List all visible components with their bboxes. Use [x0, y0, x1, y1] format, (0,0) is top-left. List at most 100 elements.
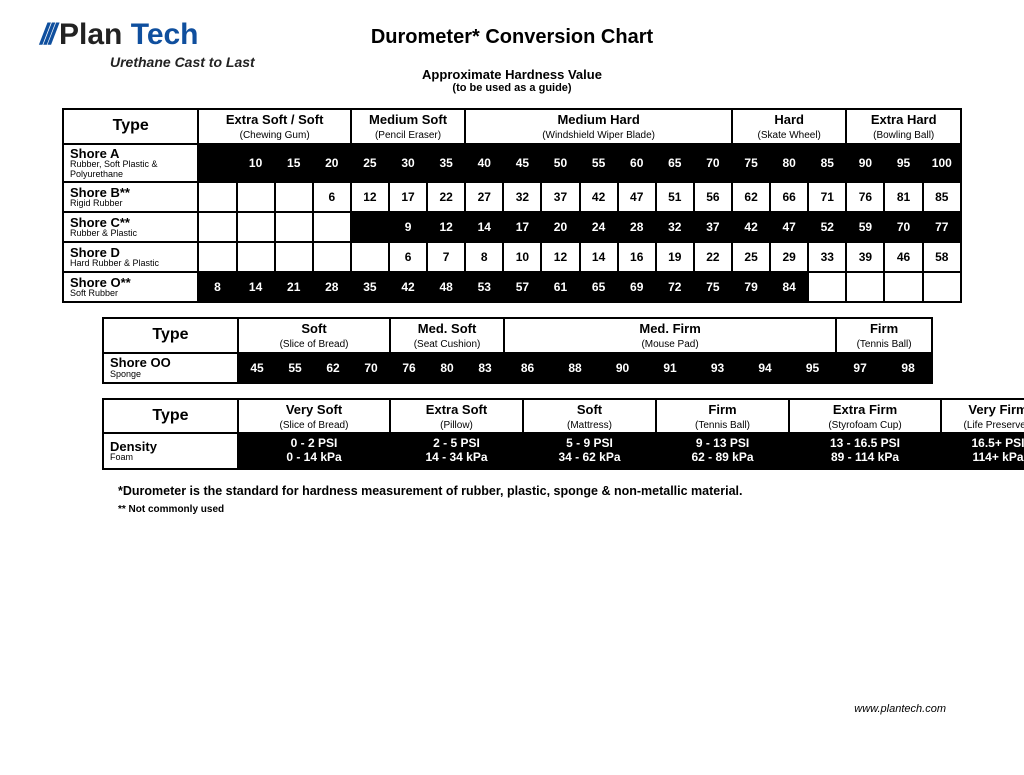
data-cell: 45: [238, 353, 276, 383]
data-cell: 50: [541, 144, 579, 183]
data-cell: 8: [198, 272, 236, 302]
category-header: Extra Firm(Styrofoam Cup): [789, 399, 941, 434]
data-cell: 75: [732, 144, 770, 183]
data-cell: [313, 242, 351, 272]
data-cell: 80: [770, 144, 808, 183]
data-cell: 100: [923, 144, 961, 183]
data-cell: 70: [884, 212, 922, 242]
data-cell: 86: [504, 353, 551, 383]
row-header: Shore ARubber, Soft Plastic & Polyuretha…: [63, 144, 198, 183]
data-cell: 69: [618, 272, 656, 302]
data-cell: 20: [541, 212, 579, 242]
data-cell: [351, 212, 389, 242]
data-cell: 10: [503, 242, 541, 272]
data-cell: 75: [694, 272, 732, 302]
data-cell: 42: [389, 272, 427, 302]
data-cell: 0 - 2 PSI0 - 14 kPa: [238, 433, 390, 469]
data-cell: 47: [618, 182, 656, 212]
data-cell: 2 - 5 PSI14 - 34 kPa: [390, 433, 523, 469]
data-cell: 90: [846, 144, 884, 183]
data-cell: 14: [465, 212, 503, 242]
data-cell: 10: [237, 144, 275, 183]
data-cell: 42: [732, 212, 770, 242]
category-header: Very Firm(Life Preserver): [941, 399, 1024, 434]
data-cell: 37: [541, 182, 579, 212]
category-header: Medium Soft(Pencil Eraser): [351, 109, 465, 144]
data-cell: 5 - 9 PSI34 - 62 kPa: [523, 433, 656, 469]
data-cell: 85: [923, 182, 961, 212]
category-header: Firm(Tennis Ball): [656, 399, 789, 434]
data-cell: 83: [466, 353, 504, 383]
data-cell: 6: [389, 242, 427, 272]
data-cell: [846, 272, 884, 302]
data-cell: [275, 242, 313, 272]
data-cell: 8: [465, 242, 503, 272]
row-header: Shore O**Soft Rubber: [63, 272, 198, 302]
data-cell: 95: [789, 353, 836, 383]
data-cell: 80: [428, 353, 466, 383]
data-cell: [198, 144, 236, 183]
data-cell: 29: [770, 242, 808, 272]
footnote-durometer: *Durometer is the standard for hardness …: [118, 484, 984, 498]
data-cell: 76: [846, 182, 884, 212]
data-cell: 55: [580, 144, 618, 183]
conversion-table-density: TypeVery Soft(Slice of Bread)Extra Soft(…: [102, 398, 1024, 470]
row-header: Shore B**Rigid Rubber: [63, 182, 198, 212]
tagline: Urethane Cast to Last: [110, 54, 255, 70]
data-cell: 65: [656, 144, 694, 183]
data-cell: 28: [313, 272, 351, 302]
category-header: Extra Hard(Bowling Ball): [846, 109, 961, 144]
data-cell: 72: [656, 272, 694, 302]
data-cell: 98: [884, 353, 932, 383]
data-cell: 81: [884, 182, 922, 212]
data-cell: 94: [741, 353, 789, 383]
data-cell: 70: [352, 353, 390, 383]
category-header: Soft(Slice of Bread): [238, 318, 390, 353]
data-cell: 25: [732, 242, 770, 272]
data-cell: 9 - 13 PSI62 - 89 kPa: [656, 433, 789, 469]
data-cell: 35: [351, 272, 389, 302]
type-header: Type: [103, 318, 238, 353]
category-header: Extra Soft / Soft(Chewing Gum): [198, 109, 350, 144]
data-cell: 40: [465, 144, 503, 183]
data-cell: 32: [503, 182, 541, 212]
logo-text: Plan Tech: [59, 18, 199, 52]
data-cell: [275, 212, 313, 242]
data-cell: 25: [351, 144, 389, 183]
data-cell: 88: [551, 353, 599, 383]
data-cell: 6: [313, 182, 351, 212]
data-cell: [198, 242, 236, 272]
data-cell: 61: [541, 272, 579, 302]
data-cell: 84: [770, 272, 808, 302]
data-cell: 93: [694, 353, 741, 383]
logo: /// Plan Tech: [40, 18, 255, 52]
data-cell: 16: [618, 242, 656, 272]
website-url: www.plantech.com: [854, 703, 946, 715]
data-cell: 14: [580, 242, 618, 272]
data-cell: 45: [503, 144, 541, 183]
data-cell: 15: [275, 144, 313, 183]
data-cell: 47: [770, 212, 808, 242]
data-cell: [808, 272, 846, 302]
row-header: Shore DHard Rubber & Plastic: [63, 242, 198, 272]
data-cell: 91: [646, 353, 694, 383]
type-header: Type: [103, 399, 238, 434]
data-cell: 12: [351, 182, 389, 212]
conversion-table-shore: TypeExtra Soft / Soft(Chewing Gum)Medium…: [62, 108, 962, 303]
data-cell: 24: [580, 212, 618, 242]
data-cell: 37: [694, 212, 732, 242]
category-header: Hard(Skate Wheel): [732, 109, 846, 144]
row-header: Shore C**Rubber & Plastic: [63, 212, 198, 242]
data-cell: 71: [808, 182, 846, 212]
data-cell: 12: [427, 212, 465, 242]
data-cell: [237, 182, 275, 212]
data-cell: 12: [541, 242, 579, 272]
category-header: Firm(Tennis Ball): [836, 318, 932, 353]
data-cell: 9: [389, 212, 427, 242]
data-cell: [923, 272, 961, 302]
data-cell: 28: [618, 212, 656, 242]
data-cell: 16.5+ PSI114+ kPa: [941, 433, 1024, 469]
data-cell: 13 - 16.5 PSI89 - 114 kPa: [789, 433, 941, 469]
data-cell: 62: [314, 353, 352, 383]
data-cell: 65: [580, 272, 618, 302]
